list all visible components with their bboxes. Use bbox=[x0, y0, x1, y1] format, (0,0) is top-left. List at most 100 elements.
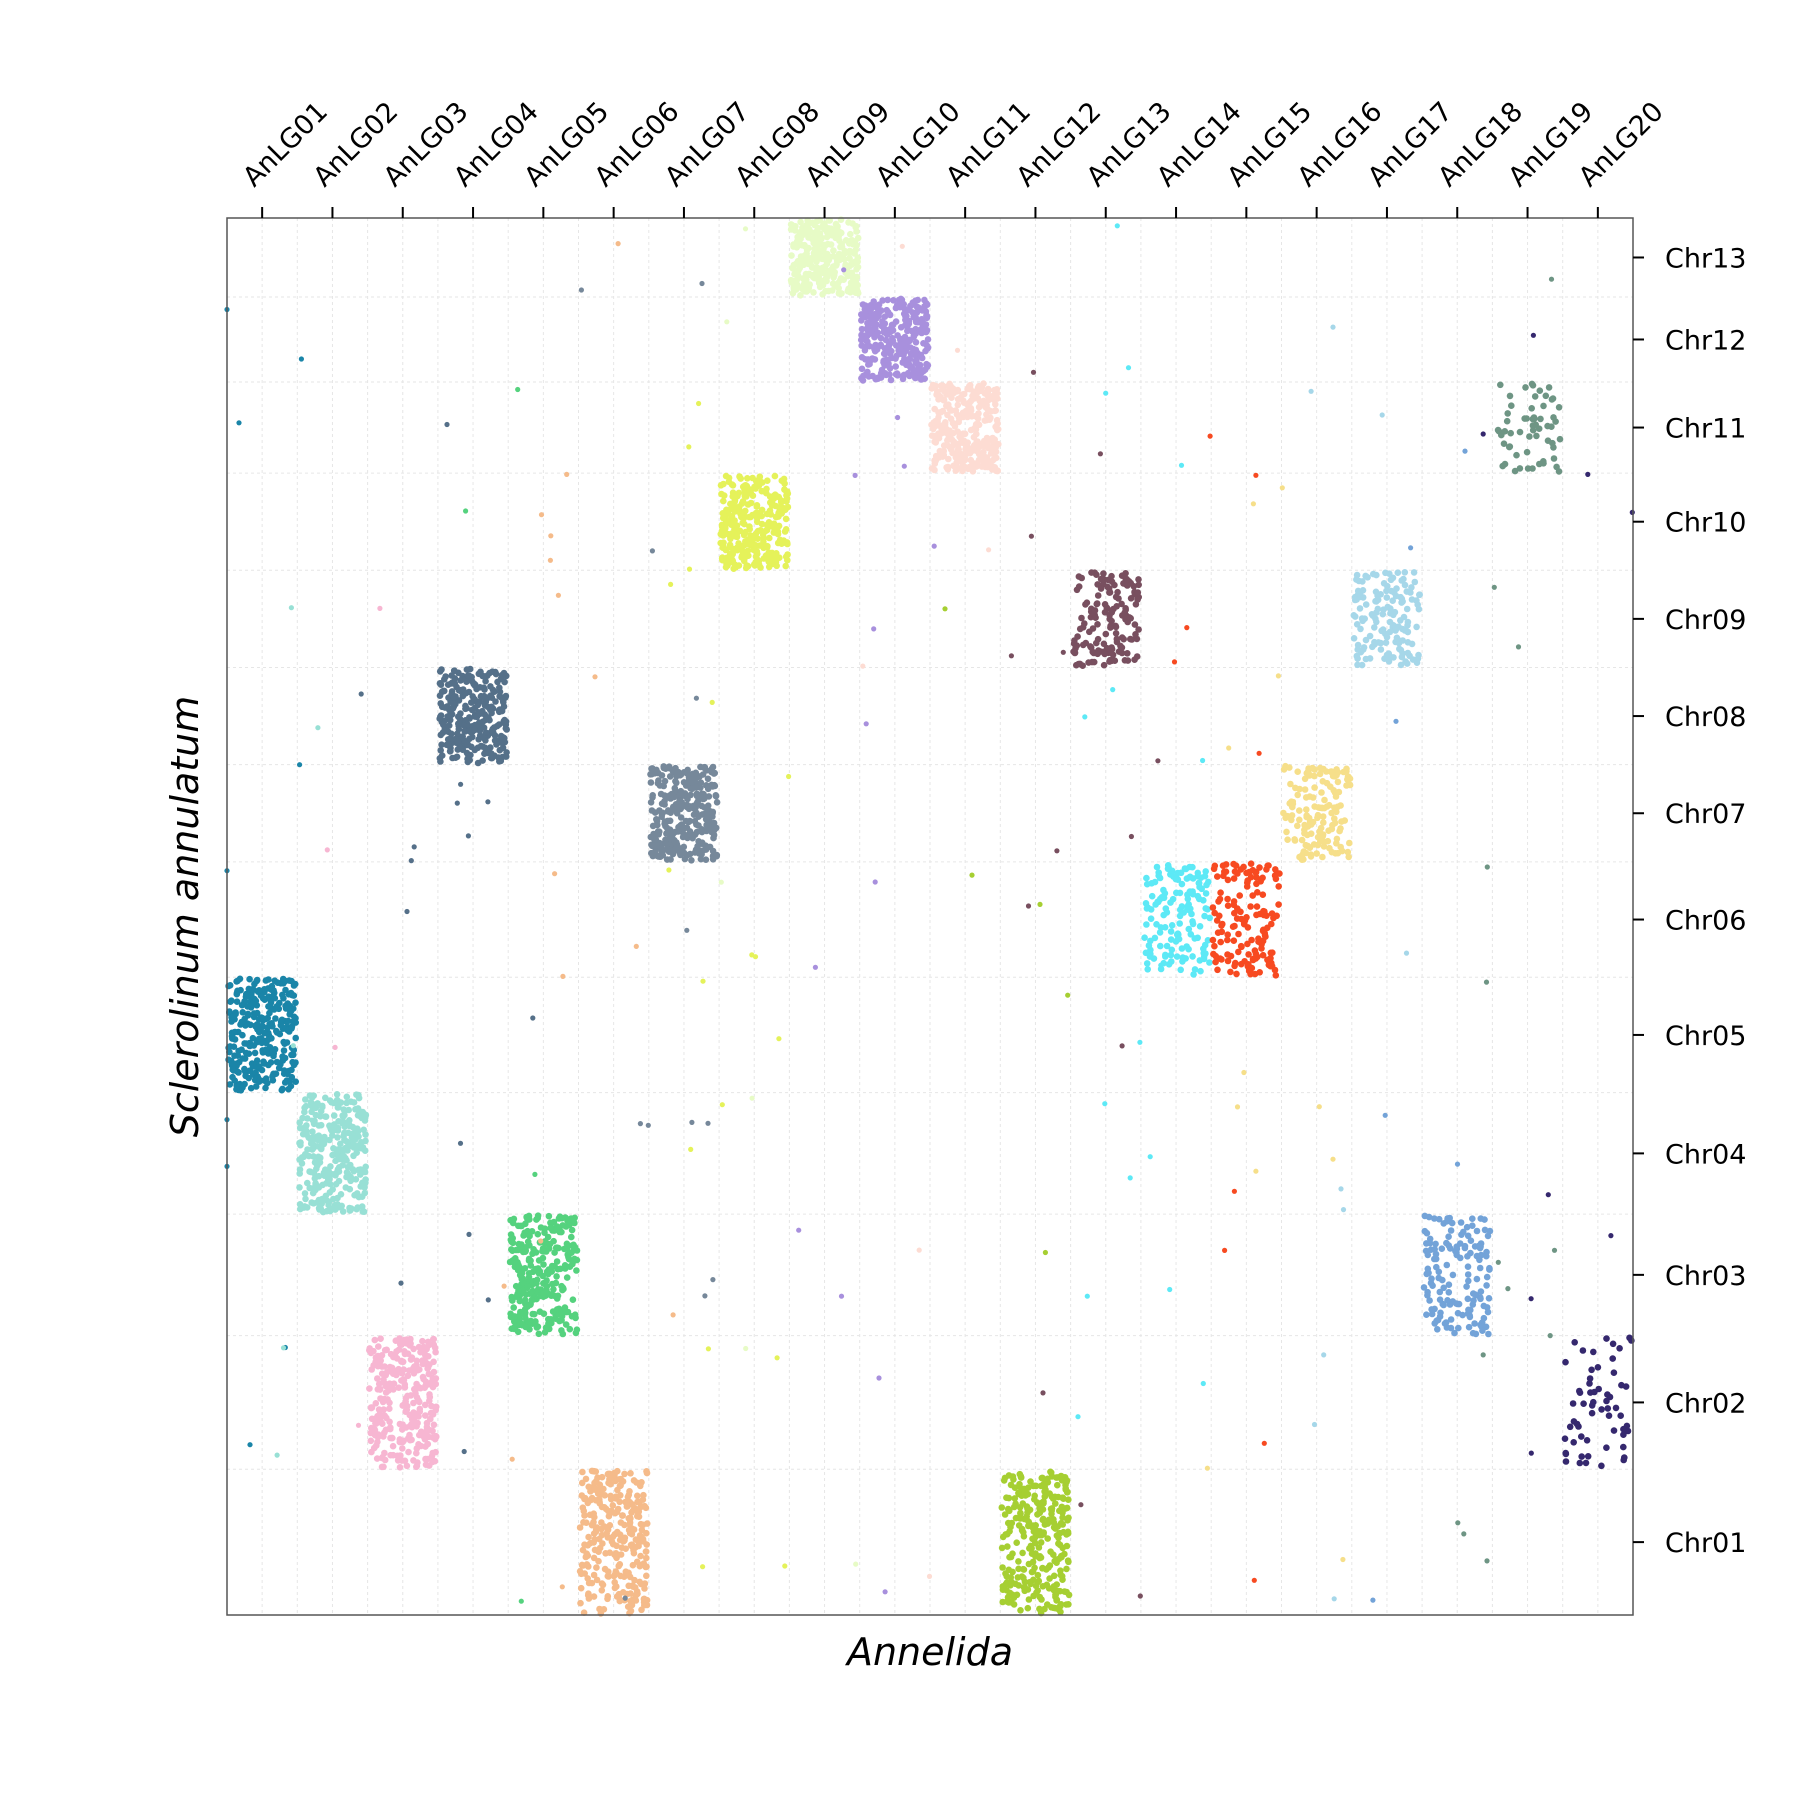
point bbox=[1316, 1104, 1322, 1110]
point bbox=[1356, 605, 1364, 612]
point bbox=[1117, 642, 1124, 650]
point bbox=[1070, 640, 1078, 647]
point bbox=[1410, 569, 1418, 576]
point bbox=[460, 737, 468, 744]
point bbox=[1030, 369, 1037, 375]
point bbox=[1494, 426, 1502, 434]
point bbox=[1074, 633, 1081, 640]
point bbox=[728, 481, 736, 488]
point bbox=[360, 1126, 368, 1134]
point bbox=[1167, 928, 1175, 935]
point bbox=[530, 1015, 536, 1021]
point bbox=[1088, 569, 1095, 576]
point bbox=[1028, 533, 1034, 539]
point bbox=[1063, 1565, 1070, 1573]
point bbox=[583, 1561, 591, 1568]
point bbox=[228, 997, 235, 1004]
point bbox=[1257, 878, 1264, 885]
point bbox=[402, 1408, 410, 1415]
point bbox=[1082, 601, 1089, 608]
point bbox=[615, 1476, 623, 1483]
point bbox=[373, 1442, 380, 1449]
point bbox=[935, 414, 942, 421]
point bbox=[501, 738, 509, 746]
point bbox=[621, 1470, 628, 1478]
point bbox=[471, 721, 479, 729]
point bbox=[520, 1232, 527, 1239]
point bbox=[273, 1058, 281, 1066]
point bbox=[1316, 828, 1323, 835]
point bbox=[1158, 894, 1166, 901]
point bbox=[319, 1181, 326, 1189]
point bbox=[794, 272, 802, 279]
point bbox=[1214, 966, 1221, 974]
point bbox=[643, 1563, 650, 1570]
point bbox=[942, 606, 948, 612]
point bbox=[451, 667, 458, 674]
block-anlg06-chr01 bbox=[576, 1467, 651, 1617]
point bbox=[317, 1145, 325, 1153]
point bbox=[1398, 599, 1405, 606]
point bbox=[616, 1536, 624, 1544]
point bbox=[309, 1146, 316, 1153]
point bbox=[972, 426, 980, 433]
point bbox=[1588, 1409, 1596, 1417]
point bbox=[291, 980, 299, 988]
point bbox=[1423, 1311, 1430, 1318]
point bbox=[933, 454, 941, 461]
point bbox=[1334, 849, 1342, 857]
point bbox=[1308, 388, 1314, 394]
point bbox=[1043, 1566, 1050, 1573]
point bbox=[316, 1206, 323, 1213]
point bbox=[969, 466, 976, 474]
point bbox=[1039, 1516, 1046, 1524]
point bbox=[1294, 791, 1301, 799]
point bbox=[329, 1205, 337, 1213]
point bbox=[1331, 773, 1338, 780]
point bbox=[1433, 1317, 1440, 1325]
point bbox=[265, 1061, 272, 1069]
point bbox=[998, 1504, 1006, 1511]
point bbox=[551, 1262, 558, 1270]
point bbox=[296, 1170, 304, 1177]
scatter-anlg13 bbox=[1008, 369, 1161, 1599]
point bbox=[1064, 1557, 1072, 1564]
point bbox=[262, 977, 270, 984]
point bbox=[326, 1097, 334, 1104]
point bbox=[552, 871, 558, 877]
point bbox=[919, 319, 927, 327]
point bbox=[1006, 1528, 1013, 1535]
point bbox=[561, 1262, 569, 1269]
point bbox=[247, 1084, 255, 1092]
point bbox=[588, 1521, 596, 1529]
point bbox=[658, 813, 665, 821]
point bbox=[1024, 1490, 1032, 1498]
point bbox=[381, 1346, 389, 1354]
point bbox=[1195, 879, 1203, 887]
point bbox=[1484, 1308, 1492, 1316]
point bbox=[1344, 848, 1352, 856]
point bbox=[1594, 1364, 1602, 1371]
point bbox=[249, 1000, 257, 1008]
point bbox=[806, 281, 813, 288]
point bbox=[552, 1279, 560, 1287]
point bbox=[247, 1442, 253, 1448]
point bbox=[719, 532, 727, 539]
point bbox=[1329, 821, 1336, 829]
point bbox=[713, 799, 721, 806]
point bbox=[361, 1117, 369, 1124]
point bbox=[776, 1036, 782, 1042]
point bbox=[241, 1065, 248, 1073]
point bbox=[625, 1582, 632, 1590]
point bbox=[782, 553, 790, 560]
point bbox=[1456, 1240, 1464, 1247]
point bbox=[413, 1357, 421, 1365]
point bbox=[742, 564, 750, 572]
point bbox=[531, 1310, 538, 1318]
point bbox=[354, 1128, 362, 1135]
point bbox=[432, 1348, 439, 1356]
point bbox=[697, 855, 705, 863]
point bbox=[1065, 1601, 1072, 1608]
point bbox=[1057, 1567, 1064, 1574]
point bbox=[268, 1020, 276, 1027]
